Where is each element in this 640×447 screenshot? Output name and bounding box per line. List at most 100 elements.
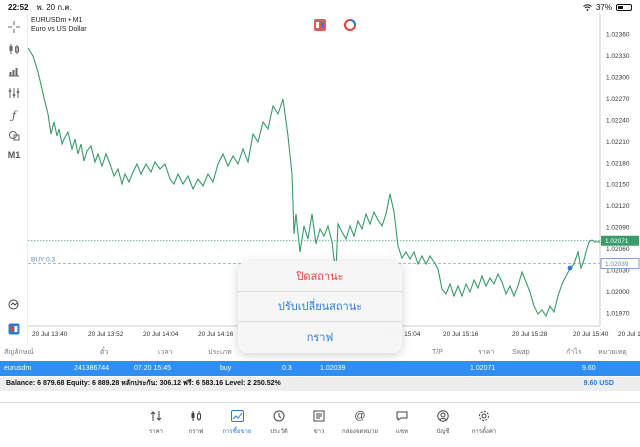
settings-icon [477,409,491,423]
price-tick-label: 1.02180 [606,160,630,167]
buy-level-label: BUY 0.3 [31,257,55,264]
nav-quotes[interactable]: ราคา [134,409,178,436]
chart-symbol: EURUSDm • M1 [31,17,83,24]
position-row[interactable]: eurusdm 241386744 07.20 15:45 buy 0.3 1.… [0,361,640,376]
time-tick-label: 20 Jul 15:28 [512,331,548,338]
col-type: ประเภท [208,349,232,356]
row-time: 07.20 15:45 [134,365,171,372]
time-tick-label: 20 Jul 15:04 [385,331,421,338]
price-tick-label: 1.01970 [606,311,630,318]
nav-mailbox-label: กล่องจดหมาย [341,429,379,435]
col-price: ราคา [478,349,495,356]
nav-chart-label: กราฟ [188,429,204,435]
nav-news[interactable]: ข่าว [297,409,341,436]
function-icon[interactable]: ƒ [11,108,17,122]
chart-type-icon[interactable] [5,40,23,58]
time-tick-label: 20 Jul 15:16 [443,331,479,338]
trade-panel-icon[interactable] [314,18,326,31]
timeframe-button[interactable]: M1 [7,150,21,160]
open-price-tag [600,258,640,270]
row-open-price: 1.02039 [320,365,346,372]
balance-bar: Balance: 6 879.68 Equity: 6 889.28 หลักป… [0,377,640,391]
row-symbol: eurusdm [4,365,32,372]
row-ticket: 241386744 [74,365,110,372]
one-click-trading-icon[interactable] [5,320,23,338]
status-time: 22:52 [8,2,29,12]
time-tick-label: 20 Jul 14:16 [198,331,234,338]
adjust-icon[interactable] [5,84,23,102]
status-bar: 22:52 พ. 20 ก.ค. 37% [0,0,640,14]
chart-canvas[interactable]: 1.02360 1.02330 1.02300 1.02270 1.02240 1.022… [28,14,640,344]
price-tick-label: 1.02360 [606,32,630,39]
price-tick-label: 1.02210 [606,139,630,146]
chart-description: Euro vs US Dollar [31,26,87,33]
chat-icon [395,409,409,423]
chart-header: EURUSDm • M1 Euro vs US Dollar [31,16,87,34]
col-tp: T/P [432,349,443,356]
price-tick-label: 1.02120 [606,203,630,210]
nav-chat-label: แชท [396,429,408,435]
price-tick-label: 1.02240 [606,117,630,124]
chart-button[interactable]: กราฟ [306,332,334,345]
time-tick-label: 20 Jul 15:40 [573,331,609,338]
col-profit: กำไร [566,349,582,356]
row-current-price: 1.02071 [470,365,496,372]
bottom-navigation: ราคา กราฟ การซื้อขาย ประวัติ ข่าว @ กล่อ… [0,402,640,447]
time-tick-label: 20 Jul 15:52 [618,331,640,338]
crosshair-icon[interactable] [5,18,23,36]
col-ticket: ตั๋ว [100,349,109,356]
nav-news-label: ข่าว [313,429,325,435]
time-tick-label: 20 Jul 14:04 [143,331,179,338]
nav-history-label: ประวัติ [270,429,288,435]
status-indicators: 37% [583,3,632,12]
nav-chat[interactable]: แชท [380,409,424,436]
nav-trade-label: การซื้อขาย [222,429,252,435]
positions-table-header: สัญลักษณ์ ตั๋ว เวลา ประเภท T/P ราคา Swap… [0,345,640,360]
nav-account-label: บัญชี [436,429,450,435]
battery-icon [616,3,632,11]
price-series-line [28,47,600,318]
col-time: เวลา [158,349,173,356]
nav-settings-label: การตั้งค่า [471,429,497,435]
row-volume: 0.3 [282,365,292,372]
nav-mailbox[interactable]: @ กล่องจดหมาย [338,409,382,436]
price-tick-label: 1.02000 [606,289,630,296]
status-date: พ. 20 ก.ค. [36,2,72,12]
account-icon [436,409,450,423]
nav-history[interactable]: ประวัติ [257,409,301,436]
balance-summary: Balance: 6 879.68 Equity: 6 889.28 หลักป… [6,380,281,387]
chart-toolbar: ƒ M1 [0,14,28,344]
history-icon [272,409,286,423]
col-comment: หมายเหตุ [598,349,627,356]
objects-icon[interactable] [5,126,23,144]
chart-header-icons [314,18,356,31]
position-action-menu: ปิดสถานะ ปรับเปลี่ยนสถานะ กราฟ [238,261,402,353]
price-tick-label: 1.02060 [606,246,630,253]
row-type: buy [220,365,232,372]
price-tick-label: 1.02030 [606,268,630,275]
price-tick-label: 1.02300 [606,74,630,81]
depth-of-market-icon[interactable] [344,18,356,31]
battery-percent: 37% [595,2,612,12]
col-swap: Swap [512,349,530,356]
price-tick-label: 1.02150 [606,182,630,189]
nav-account[interactable]: บัญชี [421,409,465,436]
modify-position-button[interactable]: ปรับเปลี่ยนสถานะ [238,292,402,323]
total-profit: 9.60 USD [583,380,614,387]
nav-chart[interactable]: กราฟ [174,409,218,436]
current-price-value: 1.02071 [605,238,629,245]
position-marker [567,265,573,271]
price-chart[interactable]: EURUSDm • M1 Euro vs US Dollar 1.02360 1.… [28,14,640,344]
time-tick-label: 20 Jul 13:40 [32,331,68,338]
indicators-icon[interactable] [5,62,23,80]
time-tick-label: 20 Jul 13:52 [88,331,124,338]
trade-icon [230,409,244,423]
nav-trade[interactable]: การซื้อขาย [215,409,259,436]
close-position-button[interactable]: ปิดสถานะ [238,261,402,292]
search-icon[interactable] [5,296,23,314]
nav-settings[interactable]: การตั้งค่า [462,409,506,436]
nav-quotes-label: ราคา [149,429,163,435]
col-symbol: สัญลักษณ์ [4,349,34,356]
row-profit: 9.60 [582,365,596,372]
candles-icon [189,409,203,423]
